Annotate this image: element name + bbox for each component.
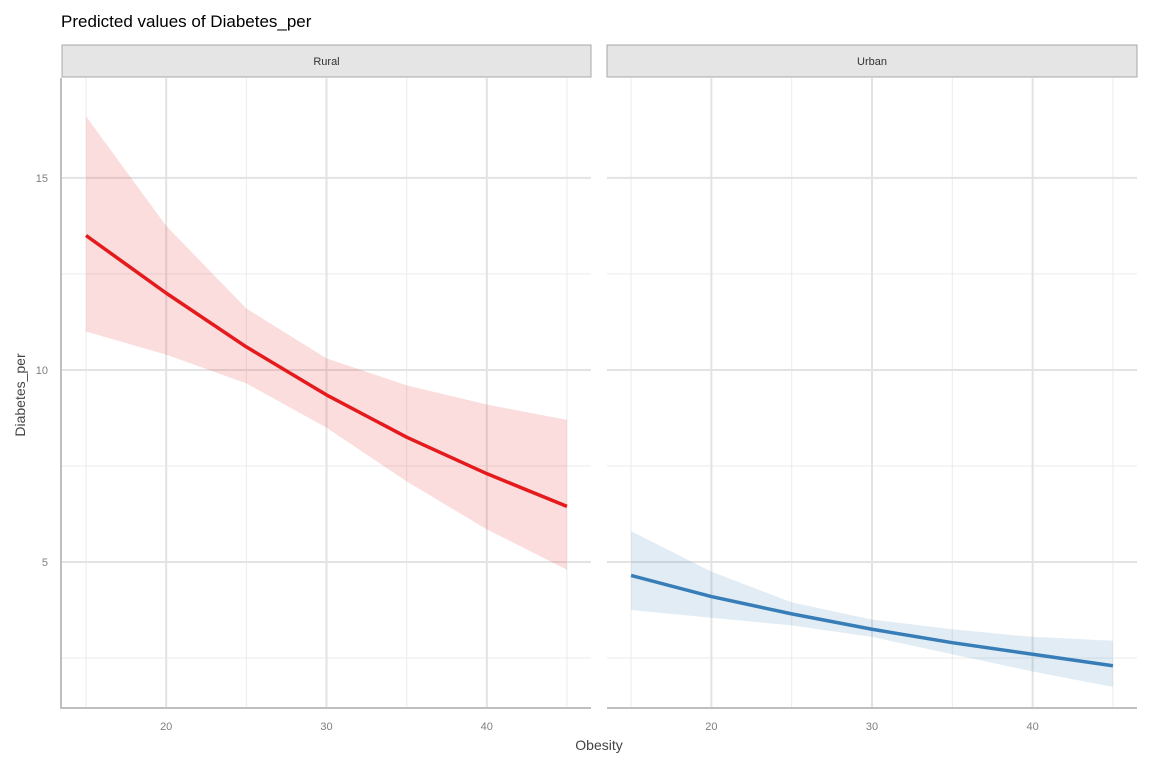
gridlines [62, 78, 591, 708]
y-tick-label: 5 [42, 557, 48, 569]
panel-strip-label: Rural [313, 56, 339, 68]
x-tick-label: 30 [320, 721, 332, 733]
y-tick-label: 15 [36, 173, 48, 185]
panel-strip [606, 44, 1138, 78]
y-tick-label: 10 [36, 365, 48, 377]
panel-strip [61, 44, 592, 78]
x-axis: 20 30 40 20 30 40 [160, 721, 1039, 733]
panel-strip-label: Urban [857, 56, 887, 68]
series-line [630, 573, 1114, 668]
gridlines [607, 78, 1137, 708]
y-axis-title: Diabetes_per [12, 353, 28, 437]
x-tick-label: 20 [705, 721, 717, 733]
series-line [85, 234, 568, 508]
x-tick-label: 40 [481, 721, 493, 733]
x-tick-label: 20 [160, 721, 172, 733]
x-axis-title: Obesity [575, 737, 622, 753]
panel-rural: Rural [61, 44, 592, 709]
x-tick-label: 30 [866, 721, 878, 733]
x-tick-label: 40 [1026, 721, 1038, 733]
panel-urban: Urban [606, 44, 1138, 709]
y-axis: 5 10 15 [36, 78, 62, 709]
chart-title: Predicted values of Diabetes_per [61, 12, 312, 31]
